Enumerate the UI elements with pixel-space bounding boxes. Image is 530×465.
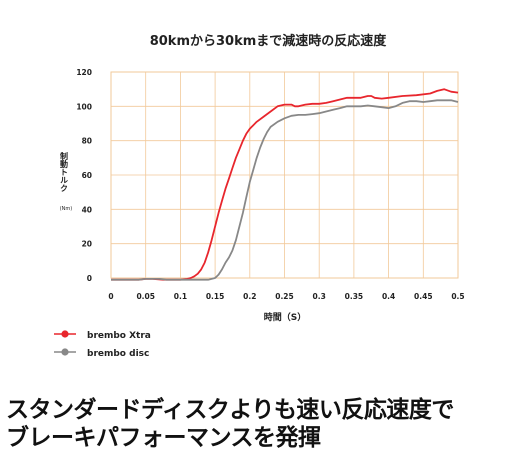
x-tick-label: 0.45 [414,292,433,301]
y-tick-label: 20 [82,240,92,249]
x-tick-label: 0.05 [136,292,155,301]
legend-label: brembo Xtra [87,331,151,341]
x-tick-label: 0.1 [174,292,187,301]
legend-label: brembo disc [87,349,149,359]
x-tick-label: 0.5 [451,292,464,301]
x-tick-label: 0 [108,292,113,301]
series-line-1 [111,88,459,281]
x-tick-label: 0.25 [275,292,294,301]
y-tick-label: 100 [76,102,92,111]
legend-marker [61,348,69,356]
y-tick-label: 80 [82,137,92,146]
chart-series [111,88,459,281]
y-tick-label: 120 [76,68,92,77]
chart-axes: 0 0.05 0.1 0.15 0.2 0.25 0.3 0.35 0.4 0.45 0.5 0 20 4… [76,68,464,301]
chart-legend: brembo Xtra brembo disc [54,330,151,359]
legend-marker [61,330,69,338]
y-tick-label: 60 [82,171,92,180]
series-line-2 [111,99,459,281]
x-tick-label: 0.4 [382,292,395,301]
y-axis-label: 制動トルク [60,151,69,192]
x-axis-label: 時間（S） [264,311,306,323]
y-axis-unit: (Nm) [60,206,73,212]
headline-line-2: ブレーキパフォーマンスを発揮 [6,425,321,451]
y-tick-label: 0 [87,274,92,283]
torque-chart: 80kmから30kmまで減速時の反応速度 0 0.05 0.1 0.15 0.2 0.25… [54,33,465,359]
x-tick-label: 0.15 [206,292,225,301]
chart-title: 80kmから30kmまで減速時の反応速度 [150,33,388,49]
x-tick-label: 0.2 [243,292,256,301]
headline: スタンダードディスクよりも速い反応速度で ブレーキパフォーマンスを発揮 [6,396,530,452]
y-tick-label: 40 [82,205,92,214]
chart-grid [110,71,459,279]
x-tick-label: 0.35 [345,292,364,301]
headline-line-1: スタンダードディスクよりも速い反応速度で [6,397,454,423]
x-tick-label: 0.3 [313,292,326,301]
